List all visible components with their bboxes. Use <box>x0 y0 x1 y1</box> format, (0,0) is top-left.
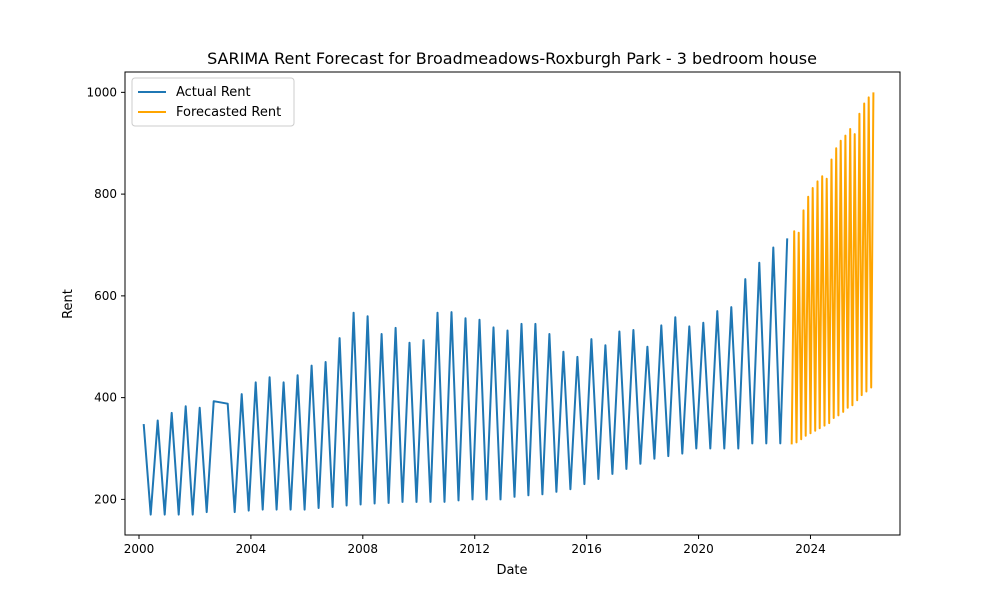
x-axis-label: Date <box>496 563 527 578</box>
x-axis-ticks: 2000 2004 2008 2012 2016 2020 2024 <box>124 535 826 556</box>
series-lines <box>142 92 875 516</box>
x-tick-label: 2016 <box>571 542 602 556</box>
legend: Actual Rent Forecasted Rent <box>131 77 295 127</box>
legend-label-forecasted-rent: Forecasted Rent <box>176 105 281 120</box>
x-tick-label: 2020 <box>683 542 714 556</box>
y-tick-label: 1000 <box>86 85 117 99</box>
y-tick-label: 600 <box>94 289 117 303</box>
legend-box <box>131 77 295 127</box>
y-tick-label: 200 <box>94 492 117 506</box>
y-tick-label: 800 <box>94 187 117 201</box>
series-line-actual-rent <box>142 238 789 516</box>
chart-title: SARIMA Rent Forecast for Broadmeadows-Ro… <box>207 49 817 68</box>
y-tick-label: 400 <box>94 391 117 405</box>
legend-label-actual-rent: Actual Rent <box>176 85 251 100</box>
x-tick-label: 2024 <box>795 542 826 556</box>
x-tick-label: 2000 <box>124 542 155 556</box>
y-axis-ticks: 200 400 600 800 1000 <box>86 85 125 506</box>
y-axis-label: Rent <box>61 289 76 319</box>
x-tick-label: 2004 <box>236 542 267 556</box>
x-tick-label: 2012 <box>459 542 490 556</box>
series-line-forecasted-rent <box>790 92 875 445</box>
plot-frame <box>124 71 901 536</box>
x-tick-label: 2008 <box>348 542 379 556</box>
